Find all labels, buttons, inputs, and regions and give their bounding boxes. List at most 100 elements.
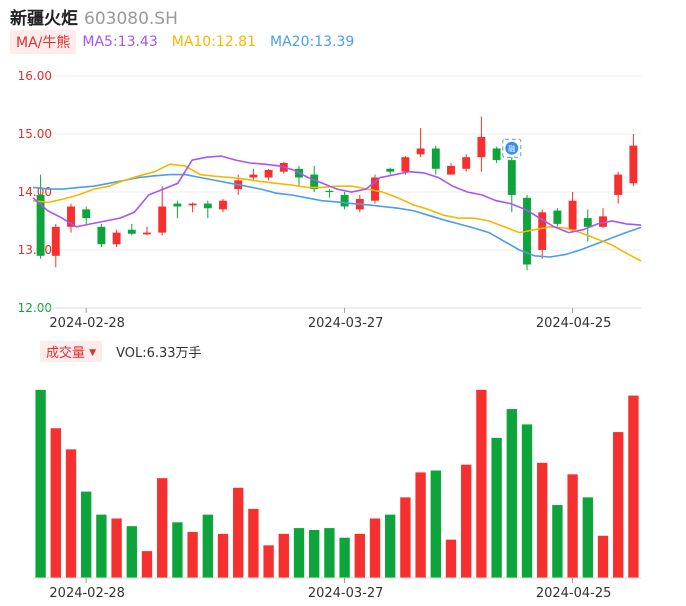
candle-body — [219, 200, 227, 210]
volume-bar — [506, 409, 517, 578]
stock-name: 新疆火炬 — [10, 9, 78, 29]
candle-body — [416, 148, 425, 155]
volume-x-label: 2024-02-28 — [49, 586, 125, 601]
candle-body — [447, 165, 455, 175]
volume-bar — [354, 533, 365, 578]
candle-body — [538, 212, 547, 250]
volume-bar — [324, 528, 335, 578]
candle-body — [203, 203, 212, 209]
price-x-label: 2024-03-27 — [308, 316, 384, 331]
volume-bar — [628, 395, 639, 578]
volume-bar — [415, 472, 426, 578]
ma10-legend: MA10:12.81 — [171, 34, 257, 50]
volume-x-label: 2024-03-27 — [308, 586, 384, 601]
volume-bar — [233, 487, 244, 578]
ma5-legend: MA5:13.43 — [82, 34, 158, 50]
volume-bar — [400, 497, 411, 578]
candle-body — [127, 229, 136, 234]
price-x-label: 2024-04-25 — [536, 316, 612, 331]
volume-bar — [217, 533, 229, 578]
volume-bar — [50, 428, 61, 578]
candle-body — [507, 160, 516, 195]
candle-body — [97, 226, 106, 245]
candle-body — [431, 148, 440, 169]
volume-legend: 成交量 ▼ VOL:6.33万手 — [40, 340, 202, 362]
caret-down-icon: ▼ — [89, 347, 97, 358]
volume-bar — [111, 518, 122, 578]
volume-bar — [96, 514, 107, 578]
volume-bar — [172, 522, 183, 578]
volume-bar — [567, 474, 578, 578]
volume-bar — [582, 497, 593, 578]
candle-body — [599, 216, 607, 227]
candle-body — [310, 174, 319, 190]
marker-label: 融 — [508, 144, 515, 153]
candle-body — [583, 218, 592, 227]
ma-legend: MA/牛熊 MA5:13.43 MA10:12.81 MA20:13.39 — [10, 30, 368, 54]
candle-body — [188, 203, 197, 206]
volume-bar — [81, 491, 92, 578]
candle-body — [51, 226, 60, 256]
candle-body — [553, 210, 562, 224]
volume-bar — [263, 545, 274, 578]
volume-bar — [369, 518, 381, 578]
volume-bar — [385, 514, 396, 578]
volume-bar — [552, 505, 563, 578]
volume-bar — [202, 514, 213, 578]
price-x-label: 2024-02-28 — [49, 316, 125, 331]
ma5-line — [32, 155, 642, 234]
volume-bar — [187, 531, 198, 578]
candle-body — [492, 148, 501, 161]
volume-badge-label: 成交量 — [46, 345, 86, 361]
candle-body — [112, 232, 121, 245]
ma20-legend: MA20:13.39 — [270, 34, 355, 50]
price-axis-label: 15.00 — [18, 127, 52, 141]
price-axis-label: 13.00 — [18, 243, 52, 257]
marker-frame — [502, 138, 522, 158]
volume-bar — [461, 464, 472, 578]
candle-body — [67, 206, 75, 227]
volume-bar — [613, 432, 624, 578]
candle-body — [386, 168, 395, 172]
volume-bar — [476, 389, 487, 578]
volume-bar — [537, 462, 548, 578]
volume-bar — [248, 508, 259, 578]
candle-body — [36, 194, 45, 256]
candle-body — [158, 206, 167, 233]
volume-value: VOL:6.33万手 — [116, 345, 202, 361]
volume-bar — [597, 535, 609, 578]
volume-bar — [445, 539, 457, 578]
candle-body — [325, 190, 334, 193]
candle-body — [477, 136, 486, 158]
price-axis-label: 16.00 — [18, 69, 52, 83]
candle-body — [340, 194, 349, 207]
candle-body — [401, 157, 410, 172]
candle-body — [629, 145, 638, 184]
candle-body — [614, 174, 623, 195]
stock-code: 603080.SH — [84, 9, 178, 29]
volume-indicator-dropdown[interactable]: 成交量 ▼ — [40, 340, 103, 362]
candle-body — [173, 203, 182, 207]
volume-bar — [293, 528, 305, 578]
candle-body — [462, 157, 471, 169]
candle-body — [143, 232, 151, 235]
volume-bar — [65, 449, 77, 578]
volume-bar — [309, 530, 320, 578]
volume-bar — [157, 478, 168, 578]
candle-body — [249, 174, 258, 178]
candle-body — [264, 169, 273, 178]
ma20-line — [32, 173, 642, 258]
candle-body — [371, 177, 379, 201]
candle-body — [568, 200, 577, 230]
volume-bar — [278, 533, 289, 578]
volume-x-label: 2024-04-25 — [536, 586, 612, 601]
ma-indicator-toggle[interactable]: MA/牛熊 — [10, 30, 77, 54]
stock-header: 新疆火炬 603080.SH — [10, 4, 178, 29]
volume-bar — [126, 526, 137, 578]
volume-bar — [430, 470, 441, 578]
volume-bar — [521, 424, 533, 578]
volume-bar — [339, 537, 350, 578]
badge-icon — [505, 141, 519, 155]
volume-bar — [35, 389, 46, 578]
